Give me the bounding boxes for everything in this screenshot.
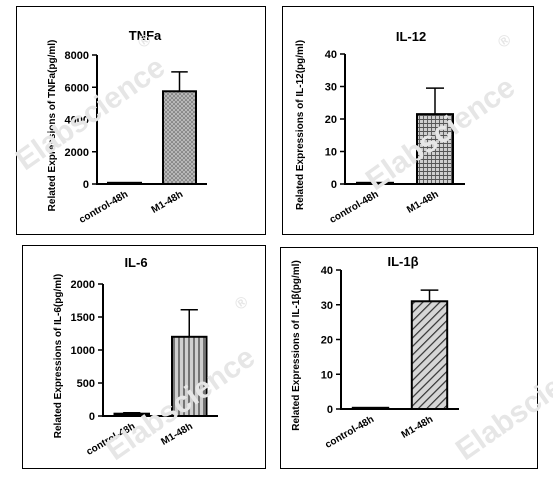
- y-tick-label: 4000: [65, 115, 89, 127]
- y-tick-label: 1500: [71, 312, 95, 324]
- chart-panel-il6: IL-6 0 500 1000 1500 2000 Related Expressions …: [22, 245, 266, 469]
- y-tick-label: 20: [321, 335, 333, 347]
- chart-title: IL-6: [124, 255, 147, 270]
- bar-m1-48h: [410, 300, 449, 410]
- y-tick-label: 20: [325, 114, 337, 126]
- y-tick-label: 2000: [65, 147, 89, 159]
- y-tick-label: 40: [321, 265, 333, 277]
- chart-panel-tnfa: TNFa 0 2000 4000 6000 8000 Related Expressions…: [16, 6, 266, 235]
- y-tick-label: 10: [325, 147, 337, 159]
- bar-control-48h: [351, 406, 390, 411]
- chart-svg: IL-6 0 500 1000 1500 2000 Related Expressions …: [53, 255, 218, 458]
- bar-m1-48h: [171, 335, 208, 417]
- bar-m1-48h: [416, 113, 454, 185]
- y-tick-label: 6000: [65, 82, 89, 94]
- y-tick-label: 2000: [71, 279, 95, 291]
- y-axis-label: Related Expressions of IL-1β(pg/ml): [291, 260, 302, 431]
- y-tick-label: 10: [321, 369, 333, 381]
- bar-control-48h: [113, 412, 150, 418]
- chart-title: TNFa: [129, 28, 162, 43]
- y-tick-label: 0: [89, 411, 95, 423]
- chart-svg: IL-12 0 10 20 30 40 Related Expressions of IL-…: [295, 29, 465, 226]
- chart-title: IL-1β: [387, 254, 418, 269]
- x-tick-label: control-48h: [323, 414, 376, 451]
- x-tick-label: control-48h: [85, 421, 138, 458]
- x-tick-label: control-48h: [328, 189, 381, 226]
- y-axis-label: Related Expressions of TNFa(pg/ml): [47, 40, 58, 212]
- x-tick-label: M1-48h: [159, 421, 194, 448]
- y-tick-label: 1000: [71, 345, 95, 357]
- x-tick-label: M1-48h: [150, 189, 185, 216]
- y-tick-label: 0: [331, 179, 337, 191]
- x-tick-label: M1-48h: [405, 189, 440, 216]
- chart-svg: IL-1β 0 10 20 30 40 Related Expressions of IL-…: [291, 254, 459, 451]
- y-tick-label: 0: [83, 179, 89, 191]
- x-tick-label: control-48h: [77, 189, 130, 226]
- y-tick-label: 0: [327, 404, 333, 416]
- chart-panel-il1b: IL-1β 0 10 20 30 40 Related Expressions of IL-…: [280, 247, 538, 469]
- y-tick-label: 40: [325, 49, 337, 61]
- y-tick-label: 30: [321, 300, 333, 312]
- y-tick-label: 500: [77, 378, 95, 390]
- y-tick-label: 8000: [65, 50, 89, 62]
- bar-control-48h: [107, 181, 142, 186]
- y-tick-label: 30: [325, 82, 337, 94]
- chart-svg: TNFa 0 2000 4000 6000 8000 Related Expressions…: [47, 28, 207, 226]
- y-axis-label: Related Expressions of IL-12(pg/ml): [295, 40, 306, 210]
- chart-title: IL-12: [396, 29, 426, 44]
- chart-panel-il12: IL-12 0 10 20 30 40 Related Expressions of IL-…: [282, 6, 534, 235]
- x-tick-label: M1-48h: [400, 414, 435, 441]
- bar-control-48h: [356, 181, 394, 186]
- bar-m1-48h: [162, 90, 197, 185]
- y-axis-label: Related Expressions of IL-6(pg/ml): [53, 274, 64, 438]
